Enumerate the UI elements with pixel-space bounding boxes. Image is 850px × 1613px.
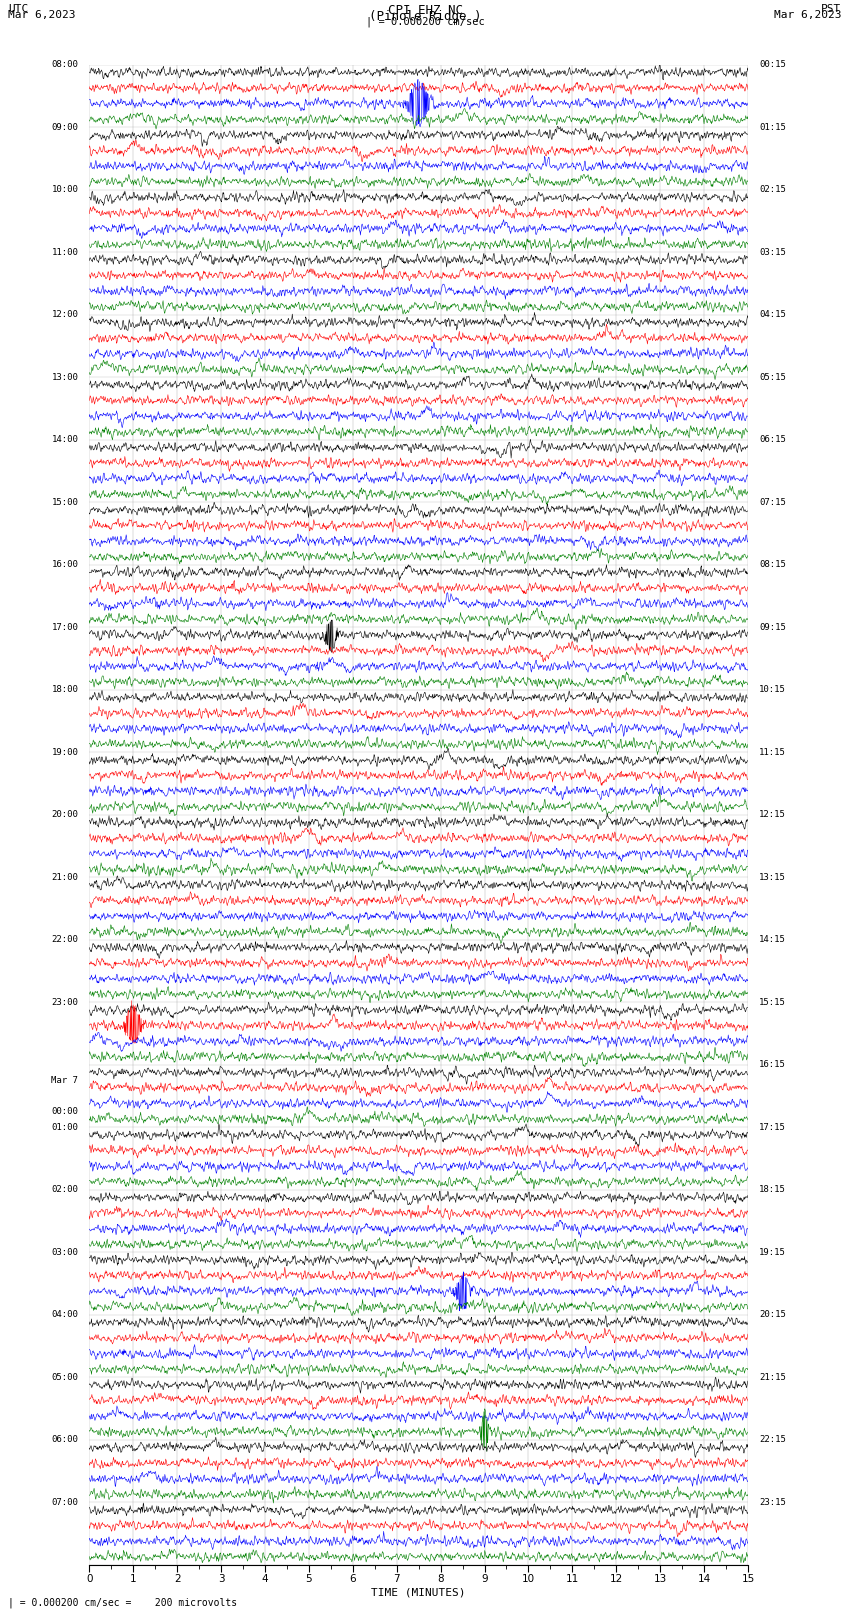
- Text: 02:15: 02:15: [759, 185, 786, 194]
- Text: 15:00: 15:00: [51, 497, 78, 506]
- Text: 05:00: 05:00: [51, 1373, 78, 1382]
- Text: 01:00: 01:00: [51, 1123, 78, 1132]
- Text: 23:15: 23:15: [759, 1497, 786, 1507]
- Text: 21:15: 21:15: [759, 1373, 786, 1382]
- Text: 14:00: 14:00: [51, 436, 78, 444]
- Text: 10:00: 10:00: [51, 185, 78, 194]
- Text: 09:15: 09:15: [759, 623, 786, 632]
- Text: Mar 6,2023: Mar 6,2023: [774, 11, 842, 21]
- Text: 16:00: 16:00: [51, 560, 78, 569]
- Text: 04:15: 04:15: [759, 310, 786, 319]
- Text: PST: PST: [821, 5, 842, 15]
- Text: 12:15: 12:15: [759, 810, 786, 819]
- Text: 22:00: 22:00: [51, 936, 78, 944]
- Text: 15:15: 15:15: [759, 997, 786, 1007]
- Text: 11:00: 11:00: [51, 247, 78, 256]
- Text: 07:15: 07:15: [759, 497, 786, 506]
- Text: (Pinole Ridge ): (Pinole Ridge ): [369, 11, 481, 24]
- Text: 00:15: 00:15: [759, 60, 786, 69]
- Text: 23:00: 23:00: [51, 997, 78, 1007]
- Text: 21:00: 21:00: [51, 873, 78, 882]
- Text: 19:00: 19:00: [51, 747, 78, 756]
- Text: 02:00: 02:00: [51, 1186, 78, 1194]
- Text: 10:15: 10:15: [759, 686, 786, 694]
- X-axis label: TIME (MINUTES): TIME (MINUTES): [371, 1587, 466, 1597]
- Text: 13:15: 13:15: [759, 873, 786, 882]
- Text: 08:00: 08:00: [51, 60, 78, 69]
- Text: Mar 6,2023: Mar 6,2023: [8, 11, 76, 21]
- Text: 08:15: 08:15: [759, 560, 786, 569]
- Text: 18:15: 18:15: [759, 1186, 786, 1194]
- Text: 20:15: 20:15: [759, 1310, 786, 1319]
- Text: 14:15: 14:15: [759, 936, 786, 944]
- Text: 04:00: 04:00: [51, 1310, 78, 1319]
- Text: 18:00: 18:00: [51, 686, 78, 694]
- Text: 03:00: 03:00: [51, 1247, 78, 1257]
- Text: 01:15: 01:15: [759, 123, 786, 132]
- Text: 16:15: 16:15: [759, 1060, 786, 1069]
- Text: 09:00: 09:00: [51, 123, 78, 132]
- Text: Mar 7: Mar 7: [51, 1076, 78, 1084]
- Text: 06:15: 06:15: [759, 436, 786, 444]
- Text: UTC: UTC: [8, 5, 29, 15]
- Text: 12:00: 12:00: [51, 310, 78, 319]
- Text: 19:15: 19:15: [759, 1247, 786, 1257]
- Text: 11:15: 11:15: [759, 747, 786, 756]
- Text: CPI EHZ NC: CPI EHZ NC: [388, 5, 462, 18]
- Text: 05:15: 05:15: [759, 373, 786, 382]
- Text: 17:15: 17:15: [759, 1123, 786, 1132]
- Text: 17:00: 17:00: [51, 623, 78, 632]
- Text: 03:15: 03:15: [759, 247, 786, 256]
- Text: 22:15: 22:15: [759, 1436, 786, 1444]
- Text: | = 0.000200 cm/sec =    200 microvolts: | = 0.000200 cm/sec = 200 microvolts: [8, 1597, 238, 1608]
- Text: | = 0.000200 cm/sec: | = 0.000200 cm/sec: [366, 18, 484, 27]
- Text: 07:00: 07:00: [51, 1497, 78, 1507]
- Text: 06:00: 06:00: [51, 1436, 78, 1444]
- Text: 20:00: 20:00: [51, 810, 78, 819]
- Text: 13:00: 13:00: [51, 373, 78, 382]
- Text: 00:00: 00:00: [51, 1107, 78, 1116]
